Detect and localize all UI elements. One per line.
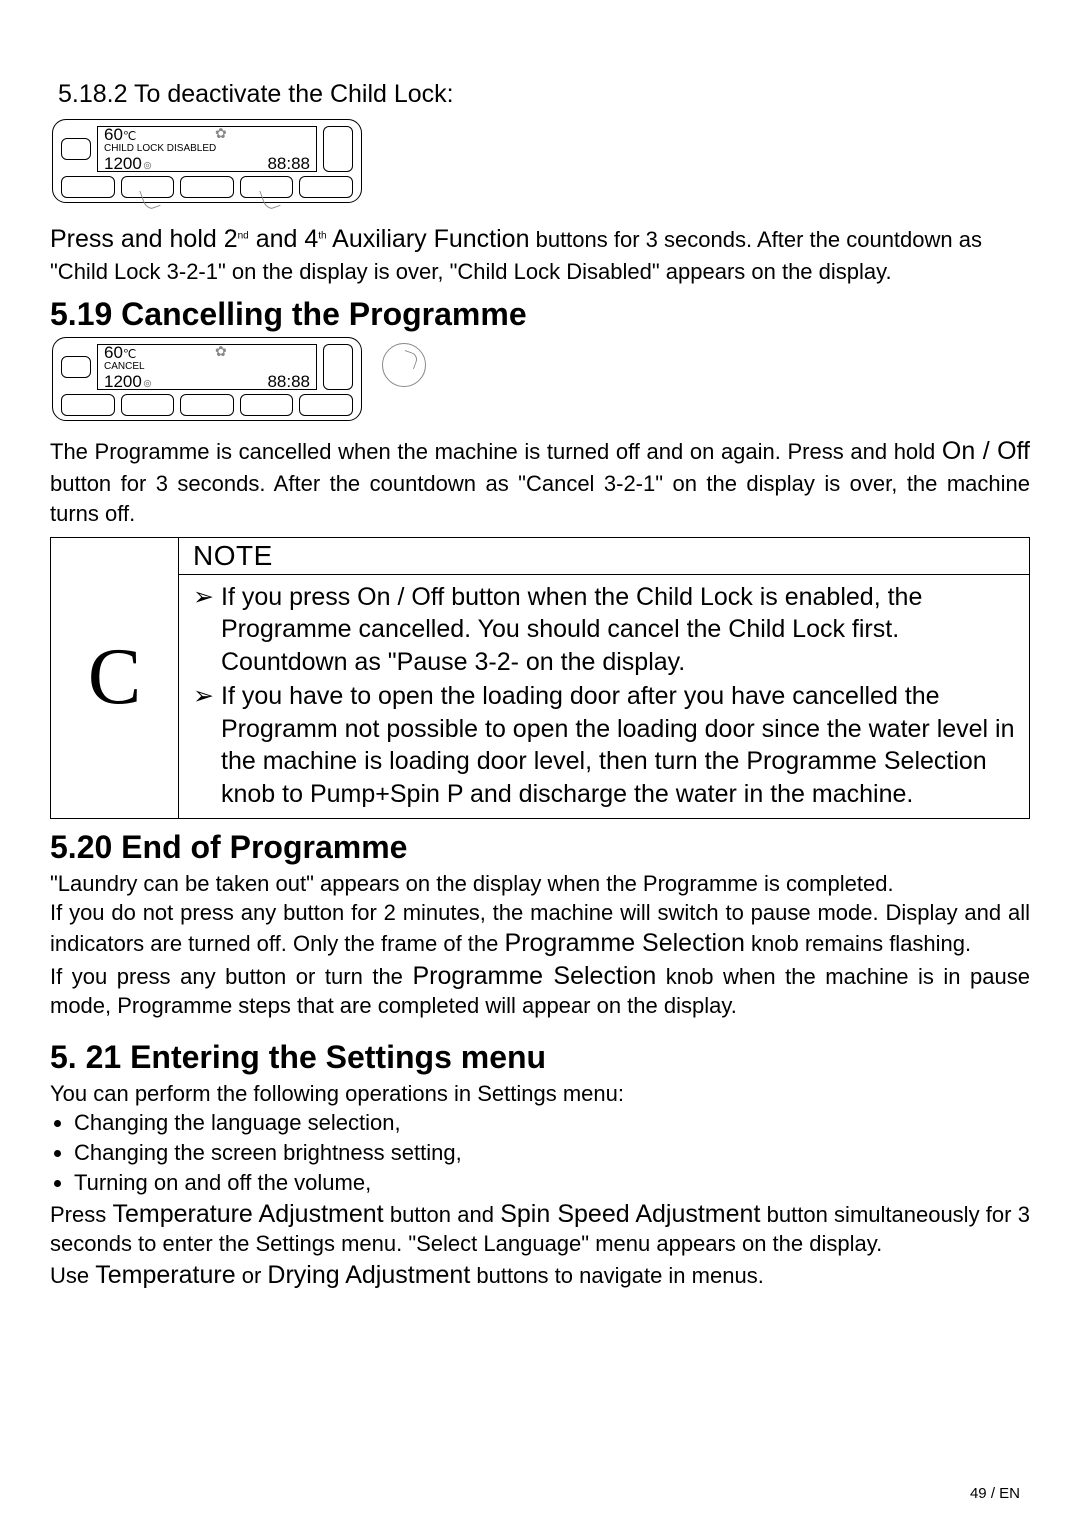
panel-button xyxy=(299,394,353,416)
panel-button xyxy=(323,344,353,390)
para-5-20-1: "Laundry can be taken out" appears on th… xyxy=(50,870,1030,899)
note-body: If you press On / Off button when the Ch… xyxy=(179,575,1029,819)
section-5-20-title: 5.20 End of Programme xyxy=(50,829,1030,866)
panel-button xyxy=(323,126,353,172)
panel-button xyxy=(180,176,234,198)
page-number: 49 / EN xyxy=(970,1485,1020,1502)
child-icon: ✿ xyxy=(215,126,227,143)
settings-bullets: Changing the language selection, Changin… xyxy=(50,1108,1030,1197)
panel-button-pressed xyxy=(121,176,175,198)
panel-button xyxy=(61,176,115,198)
para-5-18-2: Press and hold nd th2nd and 4th Auxiliar… xyxy=(50,223,1030,286)
panel-button xyxy=(61,138,91,160)
panel-button xyxy=(299,176,353,198)
note-symbol: C xyxy=(88,632,141,723)
panel-button xyxy=(121,394,175,416)
para-5-21-intro: You can perform the following operations… xyxy=(50,1080,1030,1109)
para-5-20-3: If you press any button or turn the Prog… xyxy=(50,960,1030,1021)
panel-screen: 60℃ ✿ CANCEL 1200⊚ 88:88 xyxy=(97,344,317,390)
panel-screen: 60℃ ✿ CHILD LOCK DISABLED 1200⊚ 88:88 xyxy=(97,126,317,172)
note-item: If you press On / Off button when the Ch… xyxy=(193,581,1021,679)
para-5-21-2: Use Temperature or Drying Adjustment but… xyxy=(50,1259,1030,1292)
note-symbol-cell: C xyxy=(51,538,179,819)
note-box: C NOTE If you press On / Off button when… xyxy=(50,537,1030,820)
child-icon: ✿ xyxy=(215,344,227,361)
list-item: Changing the screen brightness setting, xyxy=(74,1138,1030,1168)
note-item: If you have to open the loading door aft… xyxy=(193,680,1021,810)
para-5-20-2: If you do not press any button for 2 min… xyxy=(50,899,1030,960)
section-5-19-title: 5.19 Cancelling the Programme xyxy=(50,296,1030,333)
note-header: NOTE xyxy=(179,538,1029,575)
display-panel-cancel: 60℃ ✿ CANCEL 1200⊚ 88:88 xyxy=(52,337,362,421)
panel-button xyxy=(61,356,91,378)
section-5-18-2-title: 5.18.2 To deactivate the Child Lock: xyxy=(58,80,1030,109)
list-item: Changing the language selection, xyxy=(74,1108,1030,1138)
para-5-19: The Programme is cancelled when the mach… xyxy=(50,435,1030,528)
panel-button xyxy=(61,394,115,416)
para-5-21-1: Press Temperature Adjustment button and … xyxy=(50,1198,1030,1259)
panel-button xyxy=(180,394,234,416)
section-5-21-title: 5. 21 Entering the Settings menu xyxy=(50,1039,1030,1076)
panel-button xyxy=(240,394,294,416)
list-item: Turning on and off the volume, xyxy=(74,1168,1030,1198)
panel-button-pressed xyxy=(240,176,294,198)
knob-icon xyxy=(382,343,426,387)
display-panel-childlock: 60℃ ✿ CHILD LOCK DISABLED 1200⊚ 88:88 xyxy=(52,119,362,203)
